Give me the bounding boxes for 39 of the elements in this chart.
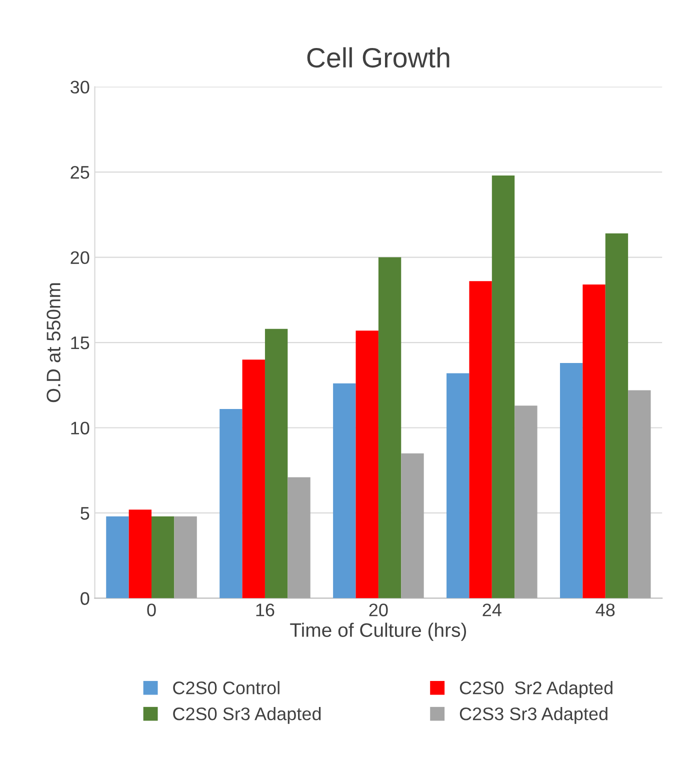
legend-label: C2S0 Sr2 Adapted — [460, 681, 612, 698]
x-tick-label: 16 — [256, 604, 274, 616]
bar — [582, 284, 606, 598]
y-tick-label: 20 — [70, 251, 90, 264]
legend-label: C2S0 Control — [173, 681, 280, 694]
bar — [605, 233, 628, 598]
x-tick-label: 0 — [147, 604, 156, 616]
bar — [152, 516, 174, 598]
y-tick-label: 0 — [80, 592, 90, 605]
bar — [264, 328, 288, 598]
y-tick-label: 30 — [70, 80, 90, 94]
y-tick-label: 15 — [71, 336, 90, 350]
bar — [174, 516, 197, 598]
bar — [514, 406, 538, 598]
y-tick-label: 25 — [70, 166, 90, 179]
y-tick-label: 10 — [71, 422, 90, 434]
bar — [628, 390, 651, 598]
y-axis-title: O.D at 550nm — [46, 283, 60, 402]
bar — [242, 360, 265, 598]
bar — [401, 453, 424, 598]
bar — [128, 510, 152, 598]
bar — [333, 383, 356, 598]
bar — [220, 409, 242, 598]
bar — [378, 257, 402, 598]
bar — [469, 281, 492, 598]
legend-label: C2S3 Sr3 Adapted — [460, 707, 608, 724]
bar — [356, 330, 378, 598]
x-tick-label: 20 — [369, 604, 388, 616]
bar — [560, 362, 583, 598]
x-tick-label: 48 — [596, 604, 615, 616]
bar — [288, 477, 310, 598]
legend-label: C2S0 Sr3 Adapted — [173, 707, 321, 724]
bar — [106, 516, 129, 598]
bar — [492, 175, 515, 598]
chart-title: Cell Growth — [307, 47, 450, 68]
x-axis-title: Time of Culture (hrs) — [290, 622, 466, 641]
x-tick-label: 24 — [482, 604, 502, 616]
bar — [446, 373, 470, 598]
y-tick-label: 5 — [80, 507, 90, 520]
